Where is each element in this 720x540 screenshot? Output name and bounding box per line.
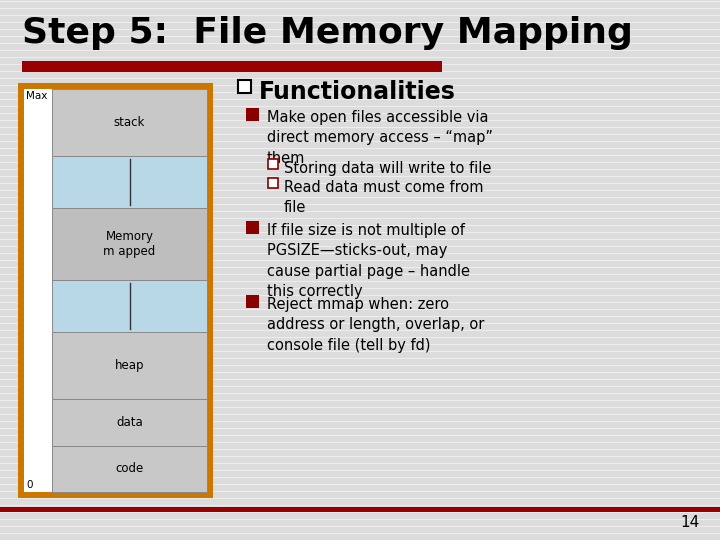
Text: code: code — [115, 462, 143, 475]
Bar — [52, 156, 207, 208]
Text: Make open files accessible via
direct memory access – “map”
them: Make open files accessible via direct me… — [267, 110, 493, 166]
Text: heap: heap — [114, 359, 144, 372]
Bar — [52, 89, 207, 156]
Bar — [22, 61, 442, 72]
Bar — [0, 507, 720, 512]
Bar — [24, 89, 207, 492]
Bar — [246, 108, 259, 121]
Text: Max: Max — [26, 91, 48, 101]
Text: Storing data will write to file: Storing data will write to file — [284, 160, 491, 176]
Bar — [268, 159, 278, 168]
Text: Memory
m apped: Memory m apped — [104, 230, 156, 258]
Bar — [246, 221, 259, 234]
Bar — [52, 280, 207, 332]
Text: If file size is not multiple of
PGSIZE—sticks-out, may
cause partial page – hand: If file size is not multiple of PGSIZE—s… — [267, 223, 470, 299]
Bar — [52, 208, 207, 280]
Bar — [18, 83, 213, 498]
Bar — [52, 446, 207, 492]
Text: Step 5:  File Memory Mapping: Step 5: File Memory Mapping — [22, 16, 633, 50]
Bar — [238, 80, 251, 93]
Text: 0: 0 — [26, 480, 32, 490]
Text: Read data must come from
file: Read data must come from file — [284, 180, 484, 215]
Bar — [246, 295, 259, 308]
Text: data: data — [116, 416, 143, 429]
Text: 14: 14 — [680, 515, 700, 530]
Text: Reject mmap when: zero
address or length, overlap, or
console file (tell by fd): Reject mmap when: zero address or length… — [267, 297, 485, 353]
Bar — [52, 332, 207, 399]
Text: stack: stack — [114, 116, 145, 129]
Text: Functionalities: Functionalities — [259, 80, 456, 104]
Bar — [268, 178, 278, 188]
Bar — [52, 399, 207, 446]
